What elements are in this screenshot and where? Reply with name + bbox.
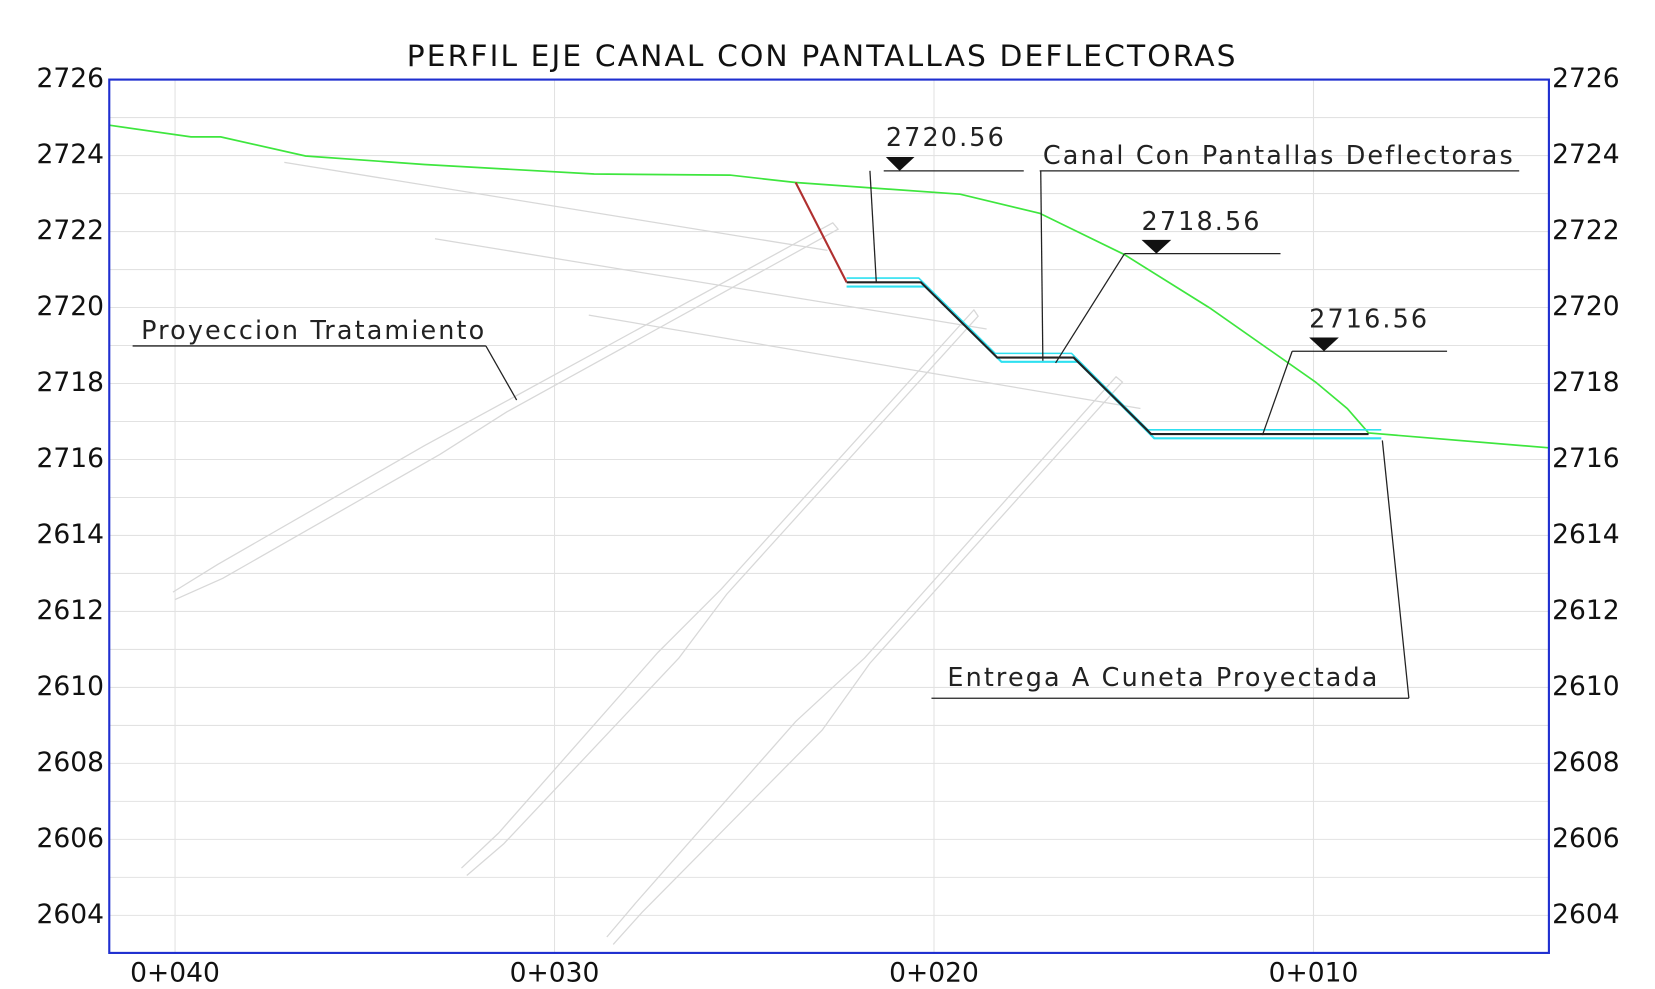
annotation: Canal Con Pantallas Deflectoras bbox=[1043, 141, 1515, 171]
x-axis-label: 0+020 bbox=[889, 958, 979, 989]
y-axis-label-right: 2612 bbox=[1552, 595, 1619, 626]
grid bbox=[109, 79, 1549, 954]
canal-outline-cyan-2 bbox=[846, 277, 1382, 431]
y-axis-label-right: 2726 bbox=[1552, 63, 1619, 94]
x-axis-label: 0+010 bbox=[1269, 958, 1359, 989]
plot-frame bbox=[108, 78, 1550, 954]
y-axis-label-right: 2614 bbox=[1552, 519, 1619, 550]
y-axis-label-right: 2720 bbox=[1552, 291, 1619, 322]
y-axis-label-left: 2722 bbox=[36, 215, 103, 246]
y-axis-label-left: 2716 bbox=[36, 443, 103, 474]
y-axis-label-left: 2610 bbox=[36, 671, 103, 702]
level-label: 2716.56 bbox=[1309, 304, 1429, 334]
canal-slope bbox=[794, 182, 848, 283]
leaders bbox=[132, 170, 1520, 699]
y-axis-label-left: 2604 bbox=[36, 899, 103, 930]
y-axis-label-right: 2718 bbox=[1552, 367, 1619, 398]
canal-line bbox=[846, 281, 1369, 436]
y-axis-label-right: 2606 bbox=[1552, 823, 1619, 854]
y-axis-label-right: 2610 bbox=[1552, 671, 1619, 702]
title: PERFIL EJE CANAL CON PANTALLAS DEFLECTOR… bbox=[407, 39, 1238, 74]
y-axis-label-left: 2608 bbox=[36, 747, 103, 778]
y-axis-label-left: 2724 bbox=[36, 139, 103, 170]
ground-line bbox=[109, 124, 1549, 449]
level-label: 2718.56 bbox=[1142, 207, 1262, 237]
y-axis-label-right: 2608 bbox=[1552, 747, 1619, 778]
y-axis-label-left: 2720 bbox=[36, 291, 103, 322]
y-axis-label-left: 2612 bbox=[36, 595, 103, 626]
level-label: 2720.56 bbox=[886, 123, 1006, 153]
y-axis-label-left: 2726 bbox=[36, 63, 103, 94]
annotation: Proyeccion Tratamiento bbox=[141, 316, 486, 346]
y-axis-label-right: 2604 bbox=[1552, 899, 1619, 930]
y-axis-label-left: 2606 bbox=[36, 823, 103, 854]
level-markers bbox=[885, 157, 1339, 352]
x-axis-label: 0+040 bbox=[130, 958, 220, 989]
x-axis-label: 0+030 bbox=[510, 958, 600, 989]
y-axis-label-left: 2614 bbox=[36, 519, 103, 550]
y-axis-label-left: 2718 bbox=[36, 367, 103, 398]
y-axis-label-right: 2722 bbox=[1552, 215, 1619, 246]
y-axis-label-right: 2716 bbox=[1552, 443, 1619, 474]
annotation: Entrega A Cuneta Proyectada bbox=[947, 663, 1379, 693]
canal-outline-cyan bbox=[846, 285, 1382, 440]
y-axis-label-right: 2724 bbox=[1552, 139, 1619, 170]
projection-lines bbox=[172, 161, 1141, 945]
